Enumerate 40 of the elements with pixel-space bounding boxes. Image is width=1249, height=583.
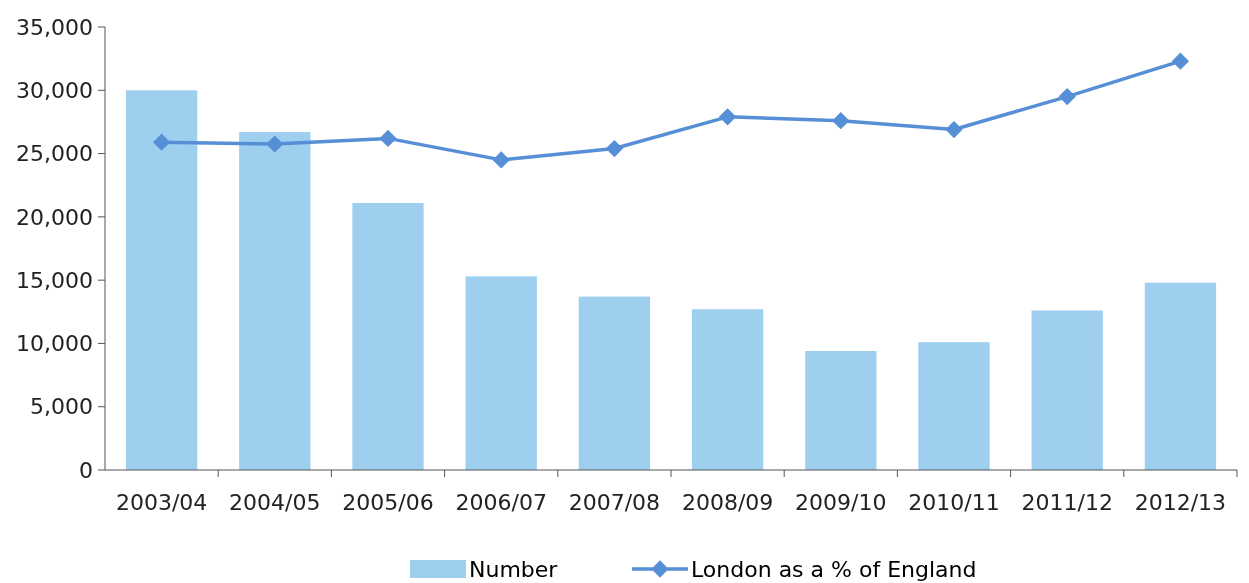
x-tick-label: 2003/04 — [115, 490, 208, 515]
bar — [578, 296, 651, 470]
y-tick-label: 5,000 — [30, 394, 93, 420]
point — [945, 120, 963, 139]
x-tick-label: 2006/07 — [455, 490, 547, 515]
bar — [1144, 282, 1217, 470]
x-tick-label: 2008/09 — [681, 490, 774, 515]
y-tick-label: 35,000 — [16, 14, 93, 40]
bar — [1031, 310, 1103, 470]
y-tick-label: 10,000 — [16, 331, 93, 357]
point — [266, 135, 284, 153]
point — [152, 133, 171, 151]
x-tick-label: 2011/12 — [1021, 490, 1113, 515]
y-tick-label: 25,000 — [16, 141, 93, 167]
point — [379, 129, 397, 148]
x-tick-label: 2004/05 — [229, 490, 321, 515]
point — [832, 112, 850, 130]
point — [605, 139, 624, 158]
point — [718, 108, 737, 126]
bar — [691, 309, 764, 470]
bar — [125, 90, 198, 470]
y-tick-label: 0 — [79, 457, 93, 483]
y-tick-label: 20,000 — [16, 204, 93, 230]
bar — [805, 351, 877, 470]
x-tick-label: 2007/08 — [568, 490, 661, 515]
point — [1171, 52, 1190, 70]
legend-label: Number — [469, 557, 559, 582]
bar — [352, 202, 424, 470]
y-tick-label: 30,000 — [16, 77, 93, 103]
point — [492, 151, 510, 169]
x-tick-label: 2009/10 — [795, 490, 887, 515]
x-tick-label: 2010/11 — [908, 490, 1000, 515]
legend-label: London as a % of England — [691, 557, 977, 582]
y-tick-label: 15,000 — [16, 267, 93, 293]
point — [1058, 87, 1076, 106]
bar — [918, 342, 990, 470]
x-tick-label: 2012/13 — [1134, 490, 1227, 515]
bar — [465, 276, 537, 470]
x-tick-label: 2005/06 — [342, 490, 434, 515]
bar — [239, 132, 311, 470]
